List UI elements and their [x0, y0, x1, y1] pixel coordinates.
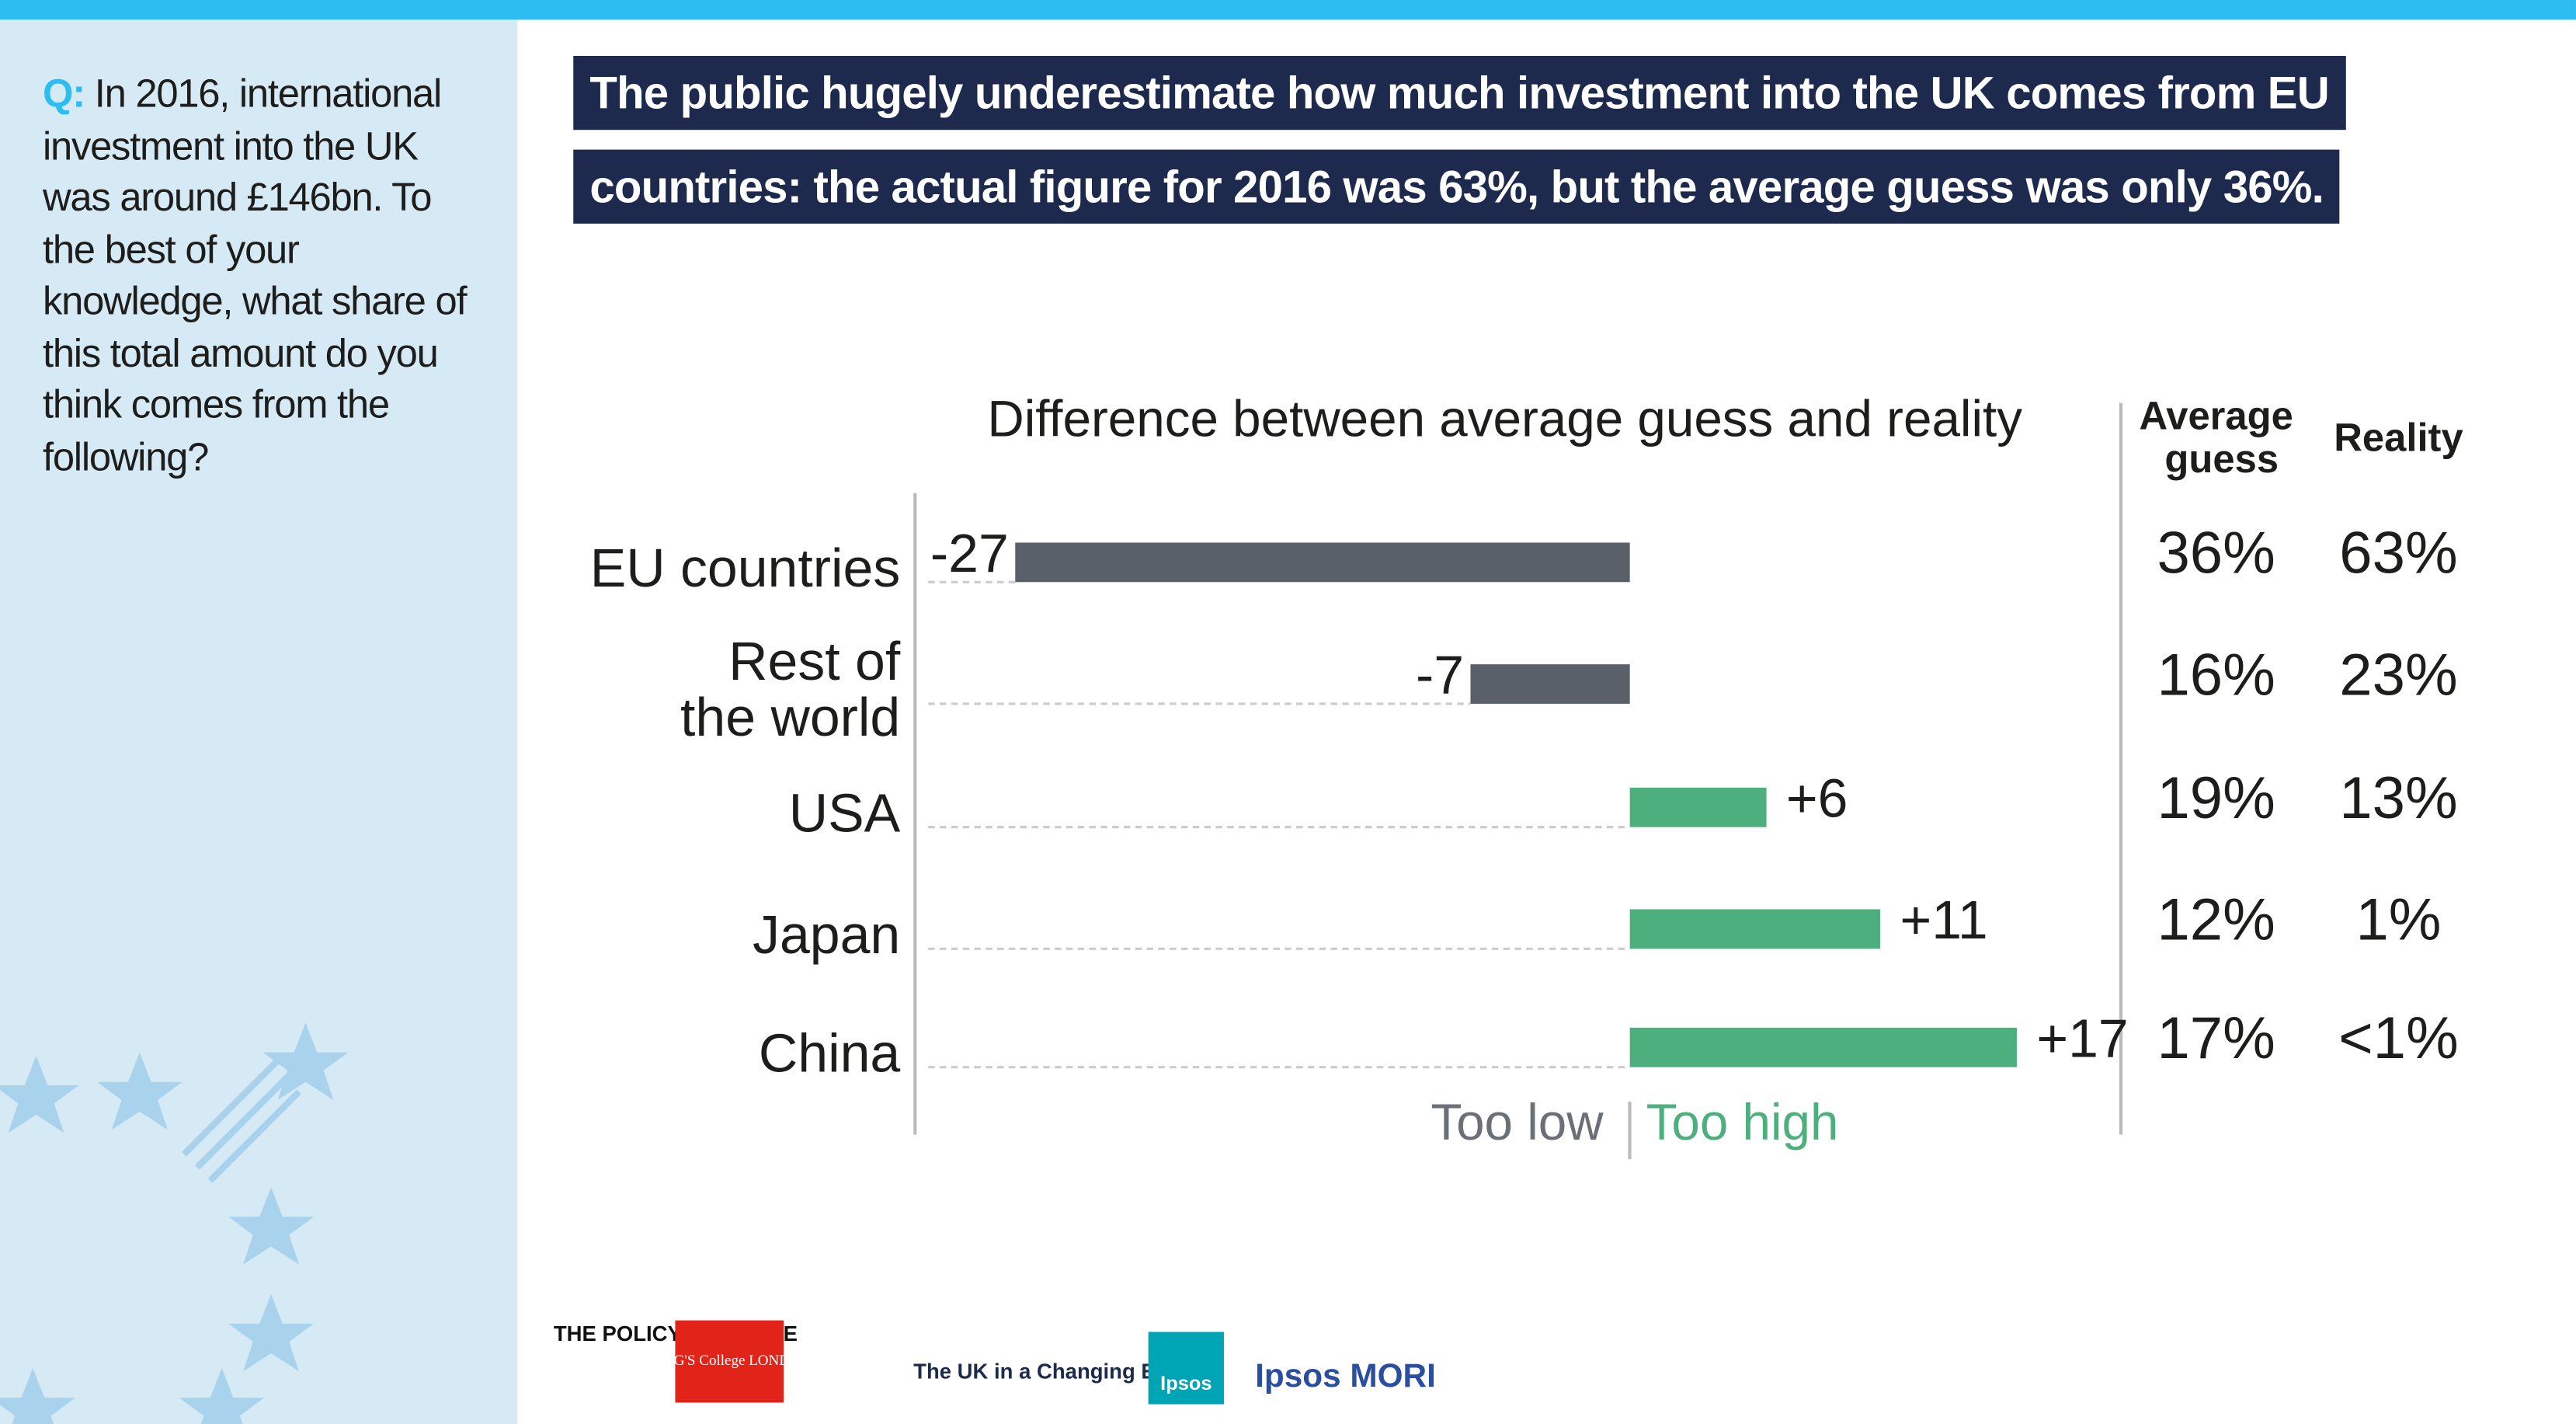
- table-cell: 19%: [2157, 765, 2275, 831]
- question-label: Q:: [43, 72, 85, 117]
- table-cell: 1%: [2355, 887, 2441, 953]
- bar: [1470, 664, 1630, 704]
- table-cell: 23%: [2339, 642, 2457, 708]
- logo-policy: THE POLICY INSTITUTE: [554, 1321, 798, 1346]
- bar: [1629, 1027, 2017, 1067]
- column-header: Reality: [2334, 416, 2463, 460]
- value-label: +6: [1786, 768, 1848, 828]
- value-label: -7: [1416, 645, 1464, 705]
- logo-ipsos-mori: Ipsos MORI: [1255, 1357, 1436, 1394]
- question: Q: In 2016, international investment int…: [43, 69, 486, 483]
- table-cell: <1%: [2338, 1005, 2459, 1071]
- logos: THE POLICY INSTITUTE KING'S College LOND…: [554, 1320, 1436, 1405]
- category-label: USA: [789, 782, 901, 843]
- too-high-label: Too high: [1646, 1094, 1839, 1151]
- logo-ukice: The UK in a Changing Europe: [913, 1360, 1215, 1384]
- headline-text: The public hugely underestimate how much…: [573, 55, 2346, 224]
- too-low-label: Too low: [1431, 1094, 1604, 1151]
- logo-kings: KING'S College LONDON: [648, 1353, 812, 1369]
- logo-ipsos: Ipsos: [1160, 1373, 1212, 1394]
- chart-title: Difference between average guess and rea…: [987, 390, 2022, 447]
- value-label: +11: [1900, 890, 1987, 950]
- question-text: In 2016, international investment into t…: [43, 72, 468, 479]
- value-label: -27: [930, 523, 1009, 583]
- stars: [0, 1022, 349, 1424]
- bar: [1629, 909, 1881, 949]
- column-header: Average guess: [2139, 394, 2293, 481]
- headline: The public hugely underestimate how much…: [573, 46, 2512, 233]
- table-cell: 63%: [2339, 521, 2457, 587]
- logo-kings-box: [675, 1320, 784, 1403]
- bar: [1629, 787, 1767, 827]
- table-cell: 17%: [2157, 1005, 2275, 1071]
- top-bar: [0, 0, 2576, 20]
- category-label: EU countries: [590, 538, 901, 598]
- category-label: China: [759, 1022, 901, 1083]
- table-cell: 16%: [2157, 642, 2275, 708]
- table-cell: 12%: [2157, 887, 2275, 953]
- table-cell: 36%: [2157, 521, 2275, 587]
- table-cell: 13%: [2339, 765, 2457, 831]
- logo-ipsos-box: [1148, 1332, 1224, 1405]
- category-label: Rest of the world: [666, 632, 901, 748]
- side-panel: Q: In 2016, international investment int…: [0, 19, 518, 1424]
- bar: [1015, 542, 1630, 583]
- value-label: +17: [2036, 1008, 2128, 1068]
- category-label: Japan: [753, 904, 900, 965]
